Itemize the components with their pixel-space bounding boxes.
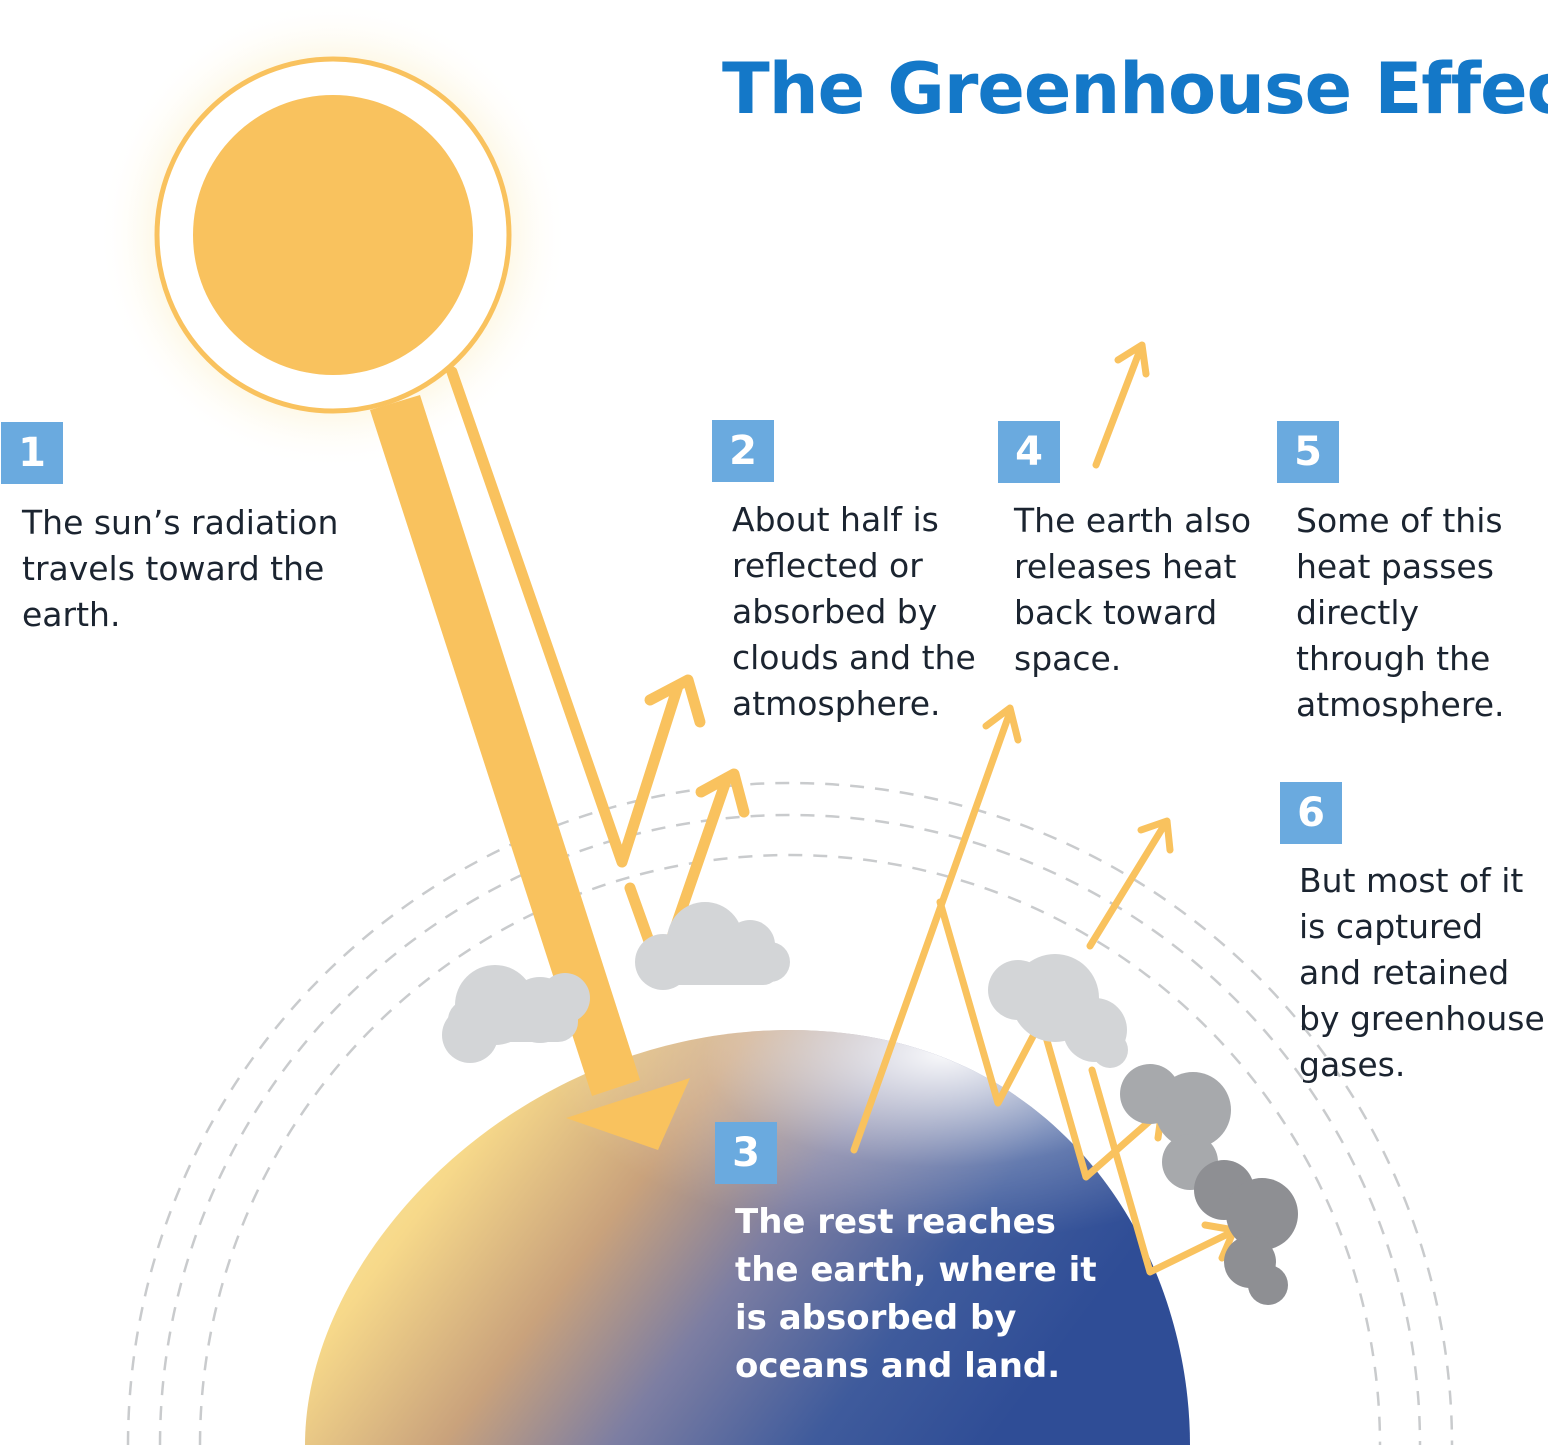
cloud-icon [442,965,590,1063]
greenhouse-gas-cloud-icon [1194,1160,1298,1305]
step-5-text: Some of this heat passes directly throug… [1296,501,1505,724]
step-4-badge: 4 [998,421,1060,483]
earth-icon [305,1030,1190,1445]
greenhouse-gas-cloud-icon [1120,1064,1231,1190]
atmosphere-rings [126,781,1454,1445]
arrow-icon [1092,341,1150,469]
arrow-icon [1086,817,1174,950]
atmosphere-ring-middle [158,813,1422,1445]
sun-icon [98,0,568,470]
atmosphere-ring-outer [126,781,1454,1445]
cloud-icon [988,954,1128,1068]
step-6-text: But most of it is captured and retained … [1299,861,1545,1084]
cloud-icon [635,902,790,990]
step-2-badge: 2 [712,420,774,482]
step-3-badge: 3 [715,1122,777,1184]
atmosphere-ring-inner [198,853,1382,1445]
step-4-text: The earth also releases heat back toward… [1014,501,1252,678]
step-3-text: The rest reaches the earth, where it is … [735,1202,1097,1386]
page-title: The Greenhouse Effect [722,48,1548,130]
step-6-badge: 6 [1280,782,1342,844]
step-1-text: The sun’s radiation travels toward the e… [22,503,339,634]
step-5-badge: 5 [1277,421,1339,483]
step-1-badge: 1 [1,422,63,484]
step-2-text: About half is reflected or absorbed by c… [732,500,976,723]
arrow-icon [850,704,1022,1154]
incoming-radiation-arrow-icon [370,395,690,1150]
